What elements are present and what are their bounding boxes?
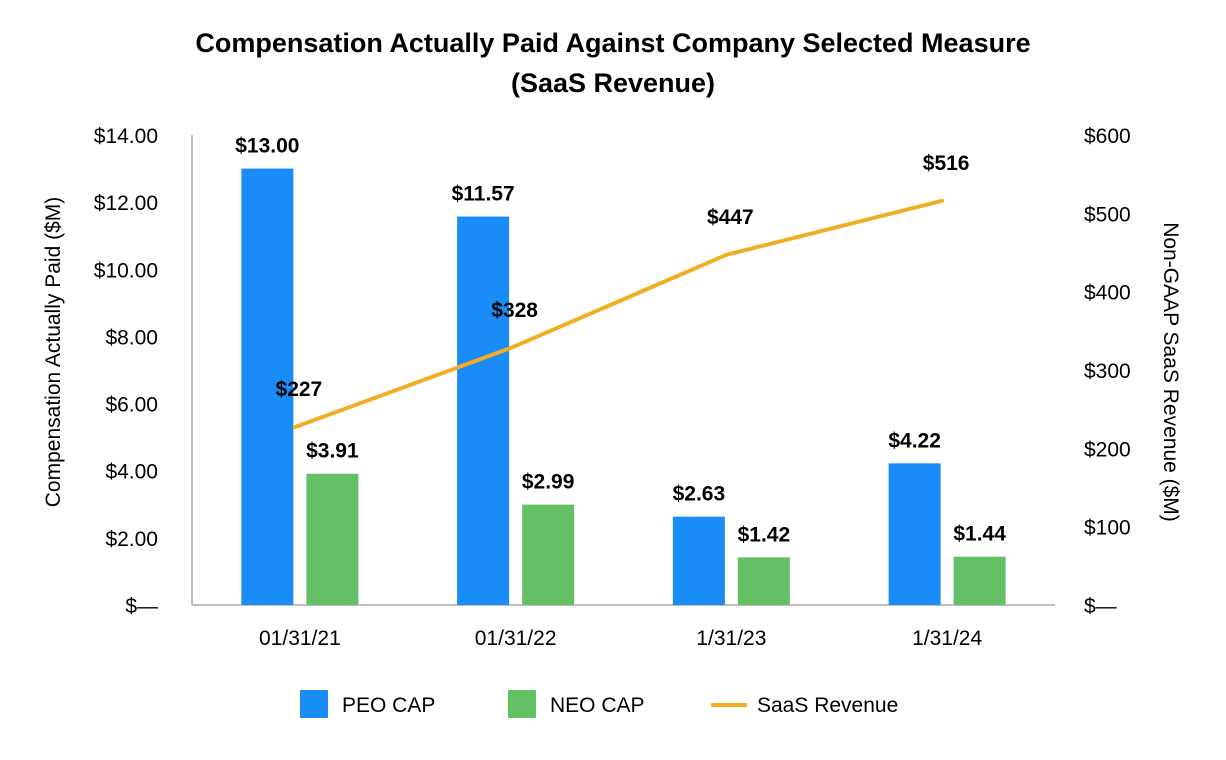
legend-label-peo-cap: PEO CAP [342, 694, 435, 717]
x-tick-label: 1/31/23 [696, 627, 766, 650]
y2-tick-label: $200 [1084, 438, 1131, 461]
y-axis-label: Compensation Actually Paid ($M) [42, 197, 65, 507]
legend-swatch-peo-cap [300, 690, 328, 718]
line-saas-revenue [292, 198, 945, 430]
y-tick-label: $4.00 [105, 461, 158, 484]
y2-tick-label: $500 [1084, 203, 1131, 226]
bar-neo-cap [953, 556, 1006, 605]
chart-title: Compensation Actually Paid Against Compa… [195, 28, 1030, 58]
x-tick-label: 01/31/22 [475, 627, 557, 650]
y-tick-label: $— [125, 595, 158, 618]
x-tick-label: 1/31/24 [912, 627, 982, 650]
y2-tick-label: $600 [1084, 125, 1131, 148]
legend: PEO CAP NEO CAP SaaS Revenue [300, 690, 898, 718]
line-data-label: $516 [923, 152, 970, 175]
legend-swatch-neo-cap [508, 690, 536, 718]
bar-data-label: $1.42 [738, 523, 791, 546]
bar-neo-cap [522, 504, 575, 605]
chart-subtitle: (SaaS Revenue) [511, 68, 715, 98]
bar-neo-cap [737, 557, 790, 605]
bar-peo-cap [457, 216, 510, 606]
y2-tick-label: $100 [1084, 517, 1131, 540]
y-tick-label: $14.00 [94, 125, 158, 148]
bar-data-label: $11.57 [452, 183, 515, 206]
y-tick-label: $10.00 [94, 259, 158, 282]
bar-peo-cap [672, 516, 725, 605]
bar-data-label: $1.44 [953, 523, 1006, 546]
line-data-label: $227 [276, 378, 323, 401]
y-tick-label: $12.00 [94, 192, 158, 215]
y2-tick-label: $300 [1084, 360, 1131, 383]
y2-tick-label: $400 [1084, 282, 1131, 305]
legend-label-saas-revenue: SaaS Revenue [757, 694, 898, 717]
x-tick-label: 01/31/21 [259, 627, 341, 650]
bar-peo-cap [888, 463, 941, 605]
line-data-label: $447 [707, 206, 754, 229]
y-tick-label: $2.00 [105, 528, 158, 551]
plot-area: $— $2.00 $4.00 $6.00 $8.00 $10.00 $12.00 $14.00… [94, 125, 1131, 650]
bar-peo-cap [241, 168, 294, 606]
y2-tick-label: $— [1084, 595, 1117, 618]
legend-label-neo-cap: NEO CAP [550, 694, 645, 717]
bar-data-label: $4.22 [888, 429, 941, 452]
bar-data-label: $2.99 [522, 471, 575, 494]
bar-neo-cap [306, 473, 359, 605]
line-data-label: $328 [491, 299, 538, 322]
bar-data-label: $3.91 [306, 440, 359, 463]
y-tick-label: $6.00 [105, 394, 158, 417]
y-tick-label: $8.00 [105, 326, 158, 349]
bar-data-label: $2.63 [673, 483, 726, 506]
y2-axis-label: Non-GAAP SaaS Revenue ($M) [1159, 222, 1182, 522]
bar-data-label: $13.00 [235, 135, 299, 158]
